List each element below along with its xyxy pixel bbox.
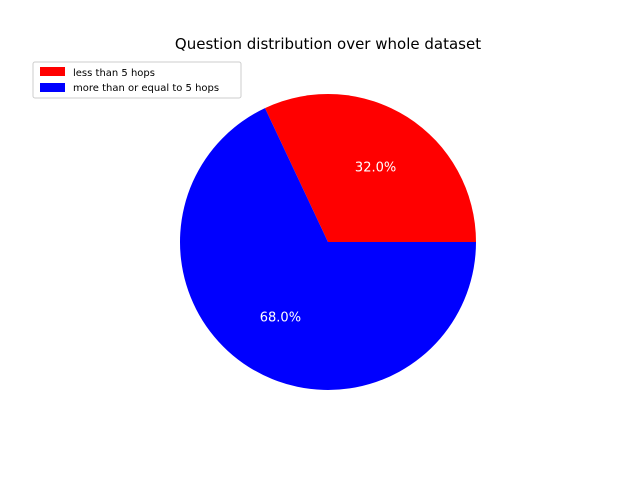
pie-percent-labels: 32.0% 68.0% [260, 161, 396, 326]
legend-label-less-than-5-hops: less than 5 hops [73, 68, 155, 79]
pie-slice-less-than-5-hops [264, 94, 476, 242]
pie-slice-more-than-or-equal-to-5-hops [180, 108, 476, 391]
legend-frame [32, 61, 242, 99]
legend: less than 5 hops more than or equal to 5… [32, 61, 242, 99]
pie-percent-label-less-than-5-hops: 32.0% [355, 161, 396, 176]
legend-swatch-more-than-or-equal-to-5-hops [40, 83, 65, 92]
legend-label-more-than-or-equal-to-5-hops: more than or equal to 5 hops [73, 83, 219, 94]
legend-swatch-less-than-5-hops [40, 67, 65, 76]
pie-percent-label-more-than-or-equal-to-5-hops: 68.0% [260, 310, 301, 325]
pie-slices [180, 94, 476, 391]
chart-title: Question distribution over whole dataset [175, 35, 481, 53]
